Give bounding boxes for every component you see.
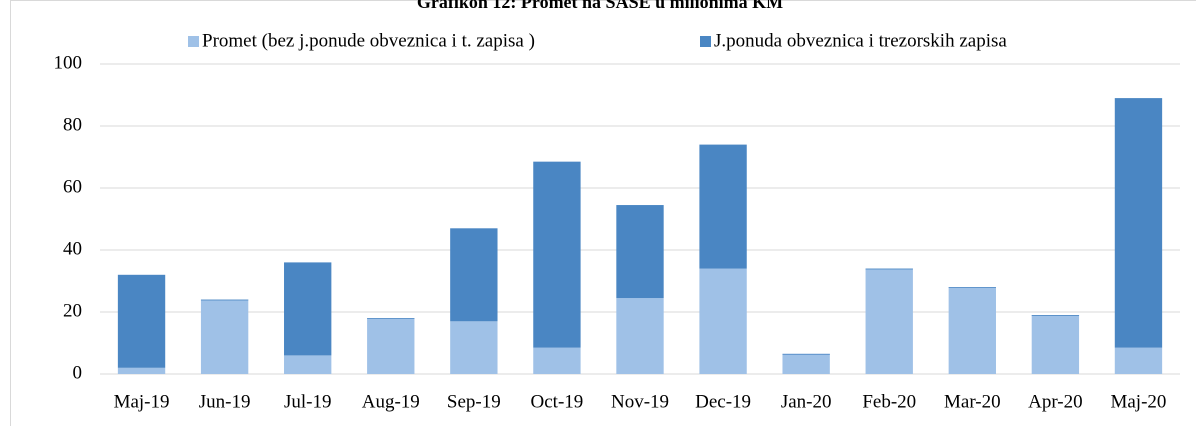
bar-segment: [201, 300, 248, 301]
bar-segment: [616, 205, 663, 298]
x-tick-label: Nov-19: [611, 391, 669, 412]
bar-segment: [118, 368, 165, 374]
x-tick-label: Jun-19: [199, 391, 251, 412]
bar-segment: [284, 262, 331, 355]
x-tick-label: Dec-19: [695, 391, 751, 412]
bar-segment: [866, 269, 913, 374]
bar-segment: [1032, 315, 1079, 374]
bar-segment: [118, 275, 165, 368]
x-tick-label: Jul-19: [284, 391, 332, 412]
x-tick-label: Oct-19: [531, 391, 584, 412]
bar-segment: [949, 287, 996, 374]
x-tick-label: Sep-19: [447, 391, 501, 412]
bar-segment: [450, 321, 497, 374]
legend-label: J.ponuda obveznica i trezorskih zapisa: [714, 30, 1007, 51]
y-tick-label: 100: [54, 52, 83, 73]
y-tick-label: 20: [63, 300, 82, 321]
bar-segment: [201, 300, 248, 374]
bar-segment: [533, 162, 580, 348]
x-tick-label: Aug-19: [362, 391, 420, 412]
bar-segment: [533, 348, 580, 374]
bar-segment: [782, 354, 829, 355]
x-tick-label: Maj-20: [1110, 391, 1166, 412]
x-tick-label: Apr-20: [1028, 391, 1083, 412]
bar-segment: [1115, 348, 1162, 374]
bar-segment: [616, 298, 663, 374]
bar-segment: [450, 228, 497, 321]
y-tick-label: 0: [73, 362, 83, 383]
x-tick-label: Feb-20: [862, 391, 916, 412]
legend-label: Promet (bez j.ponude obveznica i t. zapi…: [202, 30, 535, 51]
y-tick-label: 60: [63, 176, 82, 197]
bar-segment: [367, 318, 414, 319]
legend-swatch: [188, 36, 199, 47]
x-tick-label: Mar-20: [944, 391, 1001, 412]
bar-segment: [866, 269, 913, 270]
bar-segment: [367, 318, 414, 374]
bar-segment: [699, 145, 746, 269]
bar-segment: [1032, 315, 1079, 316]
chart-title: Grafikon 12: Promet na SASE u milionima …: [417, 0, 783, 12]
x-tick-label: Jan-20: [781, 391, 832, 412]
x-tick-label: Maj-19: [114, 391, 170, 412]
bar-segment: [699, 269, 746, 374]
legend-swatch: [700, 36, 711, 47]
bar-segment: [782, 354, 829, 374]
y-tick-label: 40: [63, 238, 82, 259]
bar-segment: [949, 287, 996, 288]
y-tick-label: 80: [63, 114, 82, 135]
bar-segment: [284, 355, 331, 374]
bar-segment: [1115, 98, 1162, 348]
